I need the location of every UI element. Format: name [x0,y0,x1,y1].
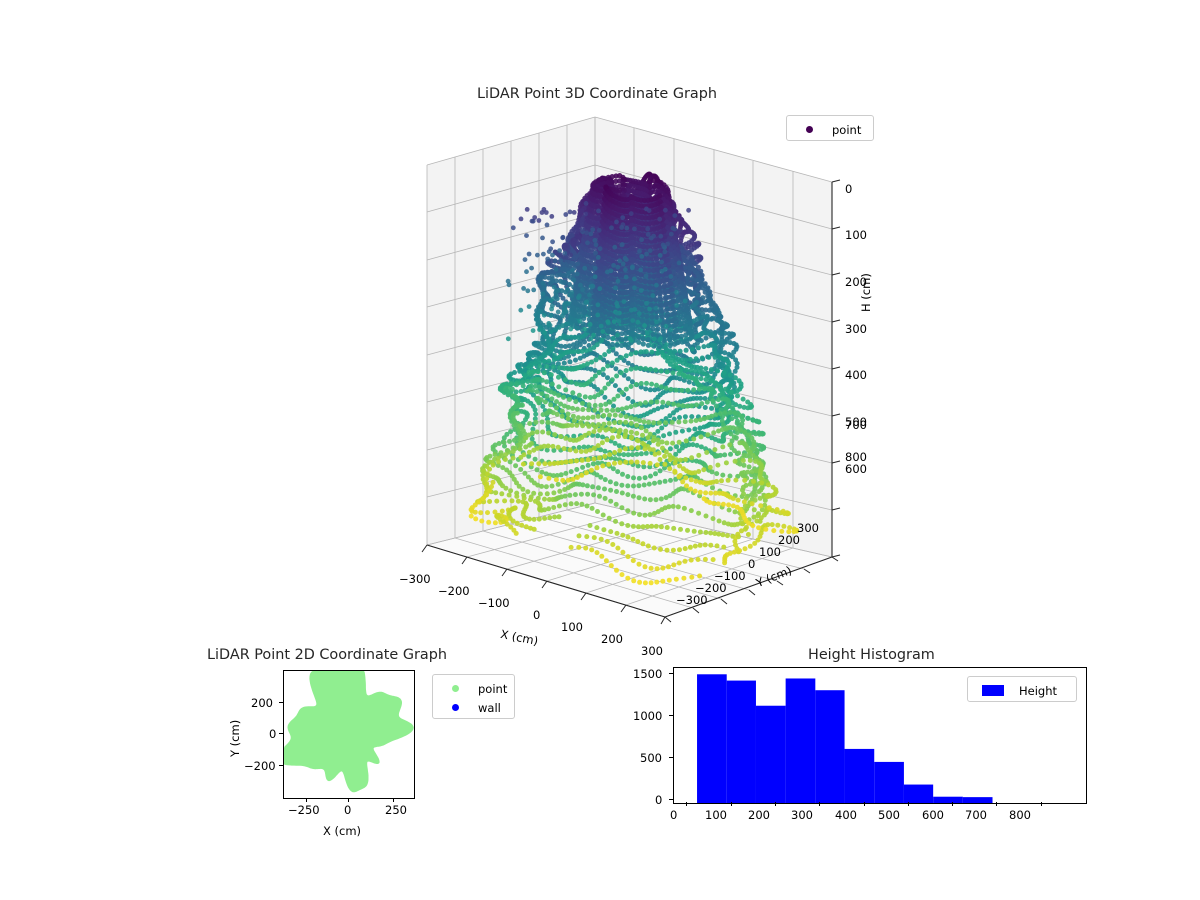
hist-xtick-600: 600 [922,808,944,822]
legend-label-wall-2d: wall [470,701,501,715]
plot3d-xtick-2: −100 [478,596,510,610]
lidar-point-cloud [380,105,880,650]
plot2d-xtickmark-0 [306,798,307,802]
hist-xtick-700: 700 [965,808,987,822]
lidar-3d-axes [380,105,880,650]
hist-xtickmark-4 [864,802,865,806]
plot2d-xtickmark-1 [348,798,349,802]
plot2d-xtick-250: 250 [385,803,407,817]
hist-ytick-0: 0 [655,793,662,807]
plot2d-ytickmark-2 [279,765,283,766]
height-patch-icon [975,685,1011,696]
hist-xtick-400: 400 [835,808,857,822]
lidar-2d-scatter-blob [284,671,414,798]
plot2d-xtickmark-2 [393,798,394,802]
plot2d-ytick-neg200: −200 [244,759,276,773]
plot3d-title: LiDAR Point 3D Coordinate Graph [477,86,717,102]
plot3d-xtick-1: −200 [438,584,470,598]
plot3d-ztick-8: 800 [845,450,867,464]
plot3d-xtick-5: 200 [601,632,623,646]
plot3d-ytick-0: 300 [797,521,819,535]
hist-xtickmark-0 [686,802,687,806]
plot2d-ylabel: Y (cm) [228,720,242,757]
plot2d-ytick-200: 200 [251,696,273,710]
legend-label-point: point [824,123,861,137]
legend-label-point-2d: point [470,682,507,696]
point-marker-icon [794,126,824,133]
legend-row-height[interactable]: Height [975,681,1069,700]
plot2d-ytickmark-0 [279,702,283,703]
histogram-title: Height Histogram [808,647,935,663]
plot3d-xtick-3: 0 [533,608,540,622]
plot3d-xtick-6: 300 [641,644,663,658]
plot3d-ztick-0: 0 [845,182,852,196]
hist-xtick-800: 800 [1009,808,1031,822]
plot3d-xtick-0: −300 [399,572,431,586]
hist-ytickmark-0 [669,799,673,800]
hist-ytickmark-3 [669,673,673,674]
hist-xtick-0: 0 [670,808,677,822]
hist-xtickmark-5 [908,802,909,806]
plot2d-ytickmark-1 [279,733,283,734]
plot3d-ytick-3: 0 [748,557,755,571]
hist-ytickmark-2 [669,715,673,716]
legend-label-height: Height [1011,684,1057,698]
hist-ytick-500: 500 [640,751,662,765]
plot3d-ytick-1: 200 [778,533,800,547]
hist-xtick-100: 100 [705,808,727,822]
hist-xtickmark-1 [731,802,732,806]
hist-xtickmark-6 [952,802,953,806]
hist-xtickmark-8 [1041,802,1042,806]
plot2d-title: LiDAR Point 2D Coordinate Graph [207,647,447,663]
plot3d-legend[interactable]: point [786,115,874,141]
hist-xtickmark-2 [775,802,776,806]
plot2d-ytick-0: 0 [269,727,276,741]
plot3d-ztick-4: 400 [845,368,867,382]
histogram-legend[interactable]: Height [967,676,1077,702]
plot3d-ztick-3: 300 [845,322,867,336]
hist-xtick-500: 500 [878,808,900,822]
plot3d-ztick-7: 700 [845,418,867,432]
plot3d-ytick-6: −300 [676,593,708,607]
wall-marker-icon [440,704,470,711]
plot3d-ztick-6: 600 [845,462,867,476]
lidar-2d-axes [283,670,415,799]
hist-xtick-200: 200 [748,808,770,822]
hist-xtickmark-7 [996,802,997,806]
hist-ytick-1000: 1000 [633,709,662,723]
plot3d-ztick-1: 100 [845,228,867,242]
matplotlib-figure: LiDAR Point 3D Coordinate Graph [0,0,1200,900]
plot2d-xtick-neg250: −250 [288,803,320,817]
hist-xtickmark-3 [819,802,820,806]
hist-xtick-300: 300 [791,808,813,822]
legend-row-point[interactable]: point [794,120,866,139]
plot2d-legend[interactable]: point wall [432,674,515,719]
hist-ytick-1500: 1500 [633,667,662,681]
plot2d-xtick-0: 0 [344,803,351,817]
plot3d-xtick-4: 100 [561,620,583,634]
plot2d-xlabel: X (cm) [323,824,361,838]
legend-row-wall-2d[interactable]: wall [440,698,507,717]
legend-row-point-2d[interactable]: point [440,679,507,698]
plot3d-ytick-2: 100 [759,545,781,559]
plot3d-zlabel: H (cm) [859,273,873,312]
point-marker-icon [440,685,470,692]
hist-ytickmark-1 [669,757,673,758]
